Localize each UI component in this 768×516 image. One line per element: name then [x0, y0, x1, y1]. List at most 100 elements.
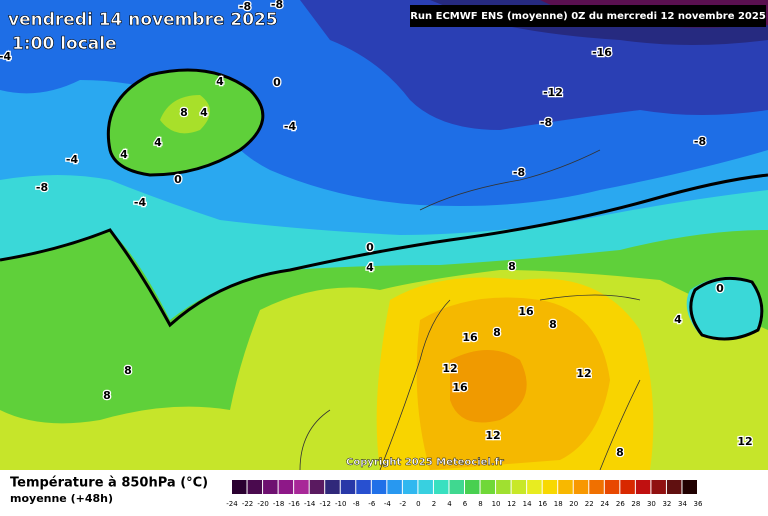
color-swatch — [371, 480, 387, 494]
color-swatch — [496, 480, 511, 494]
time-title: 1:00 locale — [12, 34, 117, 54]
warm-area — [450, 350, 527, 423]
contour-label: -16 — [592, 46, 612, 59]
scale-label: -10 — [335, 500, 346, 508]
contour-label: 8 — [493, 326, 501, 339]
legend-title: Température à 850hPa (°C) — [10, 476, 208, 491]
scale-label: 28 — [631, 500, 640, 508]
color-swatch — [573, 480, 589, 494]
scale-label: -22 — [242, 500, 253, 508]
scale-label: 6 — [463, 500, 468, 508]
scale-label: -24 — [226, 500, 238, 508]
contour-label: 12 — [737, 435, 752, 448]
scale-label: -2 — [399, 500, 406, 508]
color-swatch — [542, 480, 558, 494]
color-swatch — [527, 480, 542, 494]
scale-label: -14 — [304, 500, 316, 508]
scale-label: -12 — [319, 500, 330, 508]
contour-label: 0 — [273, 76, 281, 89]
color-scale: -24 -22 -20 -18 -16 -14 -12 -10 -8 -6 -4 -2 0 2 4 6 8 10 1… — [226, 480, 703, 508]
contour-label: 16 — [462, 331, 478, 344]
contour-label: 8 — [549, 318, 557, 331]
color-swatch — [387, 480, 402, 494]
scale-label: 8 — [478, 500, 482, 508]
contour-label: 12 — [576, 367, 591, 380]
color-swatch — [418, 480, 433, 494]
cyan-area — [686, 276, 763, 339]
color-swatch — [635, 480, 651, 494]
run-info: Run ECMWF ENS (moyenne) 0Z du mercredi 1… — [410, 11, 766, 22]
scale-label: -16 — [288, 500, 300, 508]
color-swatch — [232, 480, 247, 494]
contour-label: 8 — [616, 446, 624, 459]
color-swatch — [682, 480, 697, 494]
scale-label: 14 — [523, 500, 532, 508]
color-swatch — [511, 480, 527, 494]
scale-label: 16 — [538, 500, 547, 508]
color-swatch — [402, 480, 418, 494]
scale-label: 10 — [492, 500, 501, 508]
color-swatch — [433, 480, 449, 494]
scale-label: 30 — [647, 500, 656, 508]
color-swatch — [309, 480, 325, 494]
color-swatch — [558, 480, 573, 494]
color-swatch — [465, 480, 480, 494]
zero-contour — [0, 173, 768, 328]
color-swatch — [666, 480, 682, 494]
contour-label: 8 — [124, 364, 132, 377]
color-swatch — [263, 480, 278, 494]
contour-label: -4 — [0, 50, 11, 63]
contour-label: 16 — [518, 305, 534, 318]
scale-label: -6 — [368, 500, 376, 508]
contour-label: 12 — [485, 429, 500, 442]
color-swatch — [356, 480, 371, 494]
date-title: vendredi 14 novembre 2025 — [8, 10, 278, 30]
scale-label: 18 — [554, 500, 563, 508]
color-swatch — [620, 480, 635, 494]
color-swatch — [604, 480, 620, 494]
scale-label: 0 — [416, 500, 420, 508]
contour-label: 0 — [716, 282, 724, 295]
scale-label: 4 — [447, 500, 452, 508]
contour-label: -8 — [540, 116, 552, 129]
scale-label: 20 — [569, 500, 578, 508]
scale-label: -4 — [384, 500, 392, 508]
contour-label: -4 — [284, 120, 297, 133]
contour-label: 4 — [674, 313, 682, 326]
scale-label: 34 — [678, 500, 687, 508]
scale-label: -20 — [257, 500, 268, 508]
warm-area — [160, 95, 210, 134]
contour-label: 16 — [452, 381, 468, 394]
contour-label: 0 — [366, 241, 374, 254]
contour-label: 4 — [120, 148, 128, 161]
color-swatch — [247, 480, 263, 494]
color-swatch — [340, 480, 356, 494]
legend-subtitle: moyenne (+48h) — [10, 492, 113, 505]
contour-label: 4 — [200, 106, 208, 119]
scale-label: 24 — [600, 500, 609, 508]
color-swatch — [278, 480, 294, 494]
contour-label: -8 — [36, 181, 48, 194]
scale-label: 12 — [507, 500, 516, 508]
color-swatch — [651, 480, 666, 494]
contour-label: -8 — [513, 166, 525, 179]
contour-label: 4 — [154, 136, 162, 149]
zero-contour — [106, 68, 265, 177]
contour-label: -4 — [66, 153, 79, 166]
zero-contour — [689, 276, 764, 341]
contour-label: 8 — [508, 260, 516, 273]
color-swatch — [589, 480, 604, 494]
copyright: Copyright 2025 Meteociel.fr — [346, 457, 504, 468]
contour-label: -8 — [694, 135, 706, 148]
contour-label: -4 — [134, 196, 147, 209]
contour-label: -8 — [239, 0, 251, 13]
contour-label: 12 — [442, 362, 457, 375]
contour-label: 8 — [180, 106, 188, 119]
color-swatch — [449, 480, 464, 494]
scale-label: 2 — [432, 500, 436, 508]
scale-label: 26 — [616, 500, 625, 508]
scale-label: -8 — [353, 500, 360, 508]
scale-label: 32 — [662, 500, 671, 508]
